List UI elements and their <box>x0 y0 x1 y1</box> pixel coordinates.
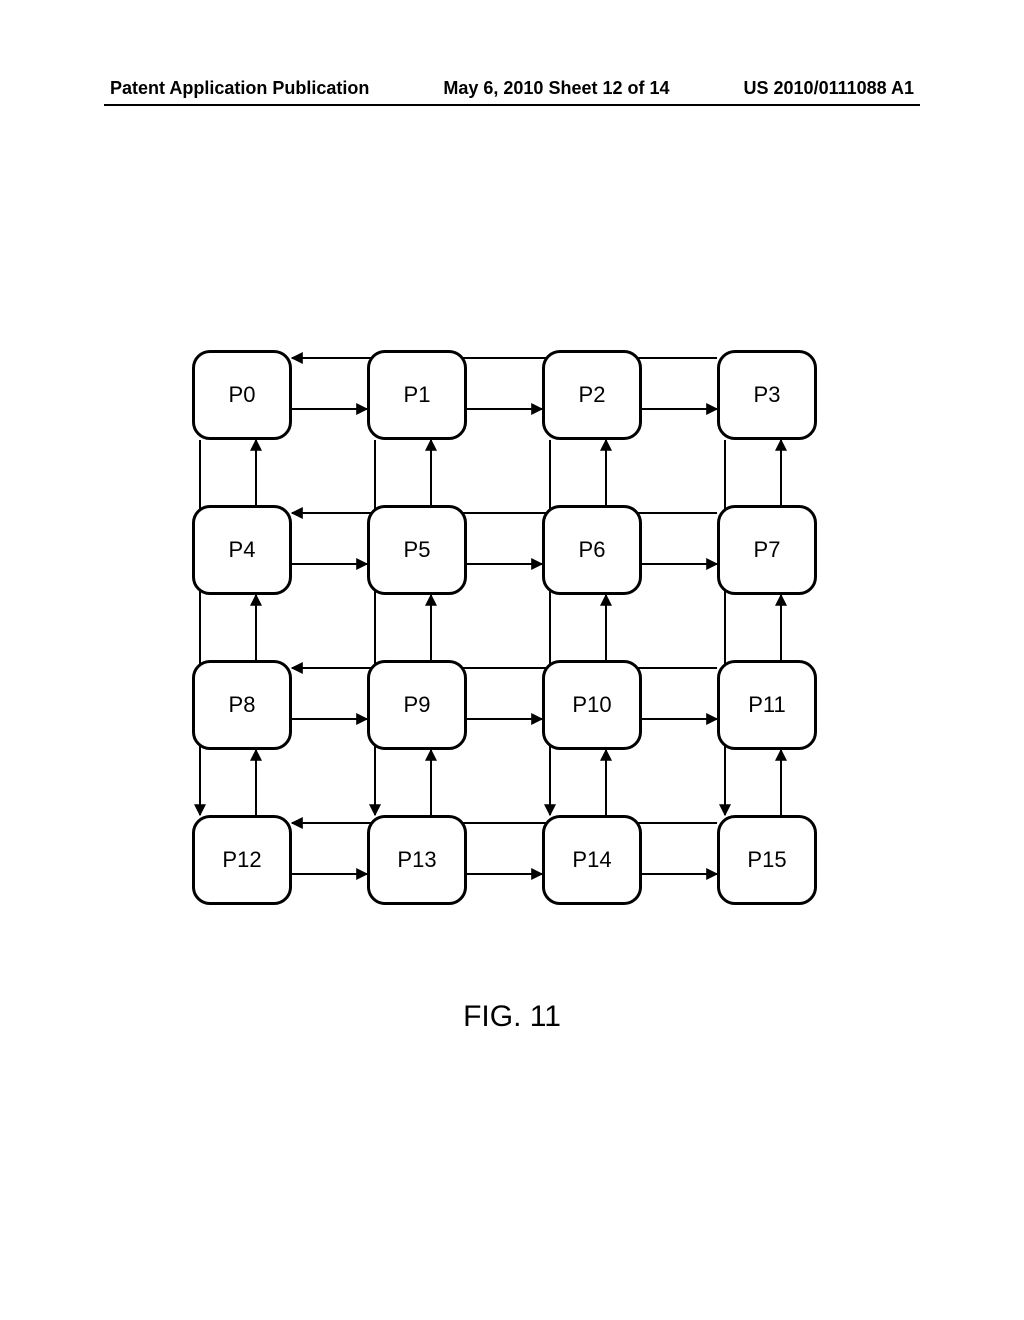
node-p3: P3 <box>717 350 817 440</box>
header-center: May 6, 2010 Sheet 12 of 14 <box>443 78 669 99</box>
figure-label: FIG. 11 <box>0 1000 1024 1034</box>
node-p4: P4 <box>192 505 292 595</box>
node-p14: P14 <box>542 815 642 905</box>
node-p7: P7 <box>717 505 817 595</box>
node-p15: P15 <box>717 815 817 905</box>
node-p13: P13 <box>367 815 467 905</box>
node-p5: P5 <box>367 505 467 595</box>
node-p2: P2 <box>542 350 642 440</box>
header-rule <box>104 104 920 106</box>
node-p11: P11 <box>717 660 817 750</box>
patent-header: Patent Application Publication May 6, 20… <box>0 78 1024 99</box>
node-p1: P1 <box>367 350 467 440</box>
header-right: US 2010/0111088 A1 <box>744 78 914 99</box>
node-p8: P8 <box>192 660 292 750</box>
node-p9: P9 <box>367 660 467 750</box>
mesh-diagram: P0 P1 P2 P3 P4 P5 P6 P7 P8 P9 P10 P11 P12 P13 P14 P15 <box>162 330 862 970</box>
node-p10: P10 <box>542 660 642 750</box>
node-p12: P12 <box>192 815 292 905</box>
header-left: Patent Application Publication <box>110 78 369 99</box>
node-p6: P6 <box>542 505 642 595</box>
node-p0: P0 <box>192 350 292 440</box>
